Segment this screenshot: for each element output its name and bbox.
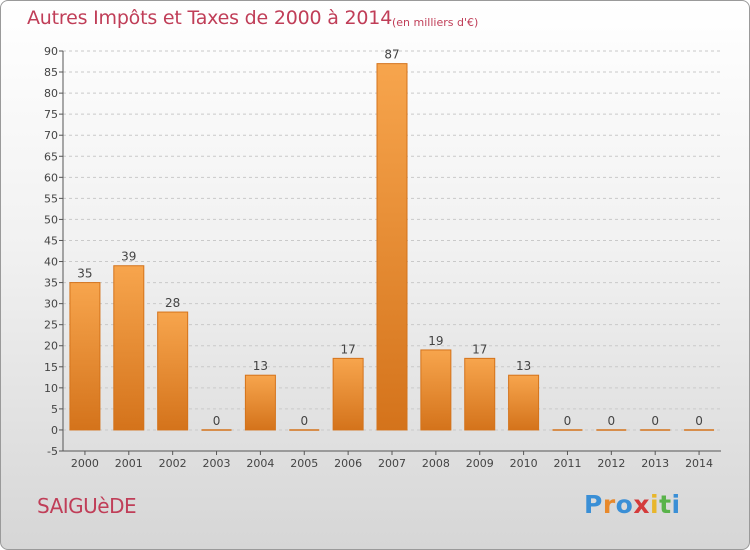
y-tick-label: 90 — [44, 45, 58, 58]
logo-letter: o — [615, 490, 634, 519]
bar — [332, 357, 364, 431]
data-label: 0 — [300, 414, 308, 428]
x-tick-label: 2002 — [159, 457, 187, 470]
x-tick-label: 2001 — [115, 457, 143, 470]
data-labels: 35 39 28 0 13 0 17 87 19 17 13 0 0 0 0 — [77, 48, 703, 428]
bars — [69, 63, 715, 431]
data-label: 0 — [608, 414, 616, 428]
data-label: 0 — [564, 414, 572, 428]
bar — [508, 374, 540, 431]
x-tick-label: 2005 — [290, 457, 318, 470]
data-label: 13 — [253, 359, 268, 373]
proxiti-logo: Proxiti — [584, 490, 681, 519]
data-label: 0 — [695, 414, 703, 428]
logo-letter: x — [633, 490, 650, 519]
y-tick-label: 85 — [44, 66, 58, 79]
data-label: 28 — [165, 296, 180, 310]
x-tick-label: 2003 — [203, 457, 231, 470]
data-label: 87 — [384, 48, 399, 62]
logo-letter: i — [650, 490, 660, 519]
bar — [420, 349, 452, 431]
y-tick-label: 55 — [44, 192, 58, 205]
y-tick-label: 45 — [44, 234, 58, 247]
y-tick-label: 0 — [51, 424, 58, 437]
logo-letter: r — [602, 490, 616, 519]
x-tick-label: 2013 — [641, 457, 669, 470]
y-tick-label: 20 — [44, 340, 58, 353]
x-tick-label: 2014 — [685, 457, 713, 470]
y-tick-label: 70 — [44, 129, 58, 142]
data-label: 0 — [651, 414, 659, 428]
y-tick-label: 30 — [44, 298, 58, 311]
x-tick-label: 2004 — [246, 457, 274, 470]
bar — [69, 282, 101, 431]
y-tick-label: 40 — [44, 256, 58, 269]
commune-name: SAIGUèDE — [37, 494, 137, 518]
bar — [376, 63, 408, 431]
y-tick-label: 80 — [44, 87, 58, 100]
x-tick-label: 2009 — [466, 457, 494, 470]
data-label: 17 — [472, 342, 487, 356]
logo-letter: t — [659, 490, 672, 519]
x-tick-label: 2007 — [378, 457, 406, 470]
bar — [157, 311, 189, 431]
bar — [113, 265, 145, 431]
data-label: 39 — [121, 250, 136, 264]
y-tick-label: 60 — [44, 171, 58, 184]
data-label: 19 — [428, 334, 443, 348]
y-tick-label: 50 — [44, 213, 58, 226]
y-tick-label: 65 — [44, 150, 58, 163]
logo-letter: i — [671, 490, 681, 519]
y-tick-label: -5 — [47, 445, 58, 458]
x-tick-label: 2011 — [553, 457, 581, 470]
data-label: 17 — [340, 342, 355, 356]
data-label: 13 — [516, 359, 531, 373]
axes: -5 0 5 10 15 20 25 30 35 40 45 50 55 60 65 70 75 80 85 90 20… — [44, 45, 721, 470]
y-tick-label: 5 — [51, 403, 58, 416]
x-tick-label: 2012 — [597, 457, 625, 470]
x-tick-label: 2006 — [334, 457, 362, 470]
y-tick-label: 75 — [44, 108, 58, 121]
y-tick-label: 10 — [44, 382, 58, 395]
bar — [244, 374, 276, 431]
logo-letter: P — [584, 490, 603, 519]
chart-title: Autres Impôts et Taxes de 2000 à 2014 — [27, 7, 393, 29]
y-tick-label: 15 — [44, 361, 58, 374]
data-label: 35 — [77, 267, 92, 281]
y-tick-label: 35 — [44, 277, 58, 290]
x-tick-label: 2010 — [510, 457, 538, 470]
data-label: 0 — [213, 414, 221, 428]
y-tick-label: 25 — [44, 319, 58, 332]
chart-subtitle: (en milliers d'€) — [392, 16, 479, 29]
bar — [464, 357, 496, 431]
x-tick-label: 2000 — [71, 457, 99, 470]
x-tick-label: 2008 — [422, 457, 450, 470]
